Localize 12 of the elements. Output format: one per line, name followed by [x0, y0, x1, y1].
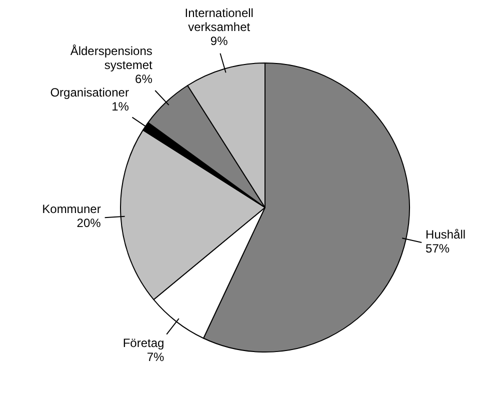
data-label: 1%	[112, 99, 130, 114]
data-label: 7%	[146, 350, 165, 364]
data-label: 20%	[76, 216, 102, 230]
slice-label: Kommuner	[42, 202, 101, 216]
slice-label: Hushåll	[426, 228, 466, 242]
slice-label: Internationell verksamhet	[184, 6, 254, 34]
slice-label: Företag	[122, 336, 164, 350]
slice-label: Ålderspensions systemet	[70, 44, 154, 72]
slice-label: Organisationer	[50, 85, 129, 100]
data-label: 57%	[426, 242, 450, 256]
data-label: 6%	[135, 72, 153, 86]
data-label: 9%	[210, 34, 228, 48]
